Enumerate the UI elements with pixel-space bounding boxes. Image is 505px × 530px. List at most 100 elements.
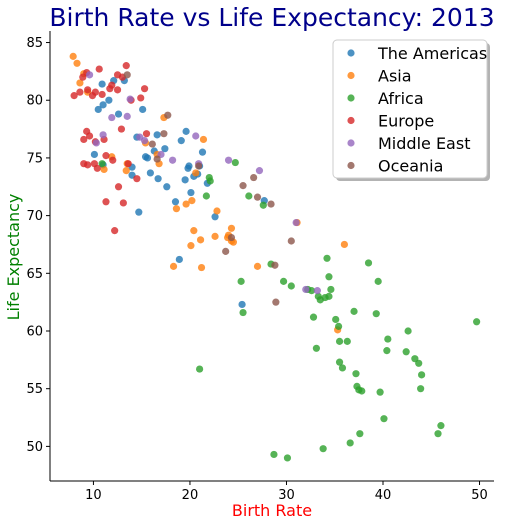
series-europe [70, 62, 151, 235]
data-point [100, 165, 108, 174]
y-tick-label: 80 [26, 94, 43, 109]
data-point [95, 65, 103, 73]
data-point [123, 71, 131, 79]
data-point [302, 285, 310, 294]
data-point [108, 113, 116, 122]
data-point [114, 110, 123, 118]
x-tick-label: 30 [278, 488, 295, 503]
data-point [182, 200, 190, 208]
data-point [88, 92, 97, 100]
data-point [224, 156, 233, 164]
legend-marker-the-americas [347, 49, 355, 57]
data-point [188, 197, 196, 205]
data-point [190, 227, 198, 235]
data-point [126, 95, 134, 103]
legend-marker-asia [347, 71, 355, 80]
data-point [154, 175, 162, 183]
legend-marker-oceania [347, 161, 355, 170]
data-point [335, 322, 343, 330]
y-tick-label: 65 [26, 267, 43, 282]
data-point [148, 140, 156, 148]
data-point [164, 111, 172, 119]
data-point [135, 208, 143, 216]
axes-layer [49, 31, 494, 482]
data-point [139, 105, 147, 114]
data-point [196, 236, 205, 244]
x-tick-label: 10 [85, 488, 102, 503]
legend-label-africa: Africa [378, 89, 424, 108]
data-point [177, 137, 185, 145]
data-point [473, 318, 481, 326]
data-point [196, 365, 204, 373]
data-point [94, 105, 102, 114]
data-point [415, 359, 423, 367]
data-point [84, 86, 92, 94]
data-point [197, 263, 206, 272]
data-point [169, 262, 178, 270]
data-point [238, 300, 246, 309]
data-point [327, 285, 335, 294]
legend-label-middle-east: Middle East [378, 134, 470, 153]
data-point [309, 313, 318, 321]
legend-box [332, 39, 488, 179]
data-point [374, 277, 382, 285]
data-point [307, 287, 316, 295]
data-point [213, 207, 221, 215]
data-point [123, 112, 131, 120]
data-point [160, 130, 168, 138]
data-point [113, 86, 122, 94]
data-point [98, 80, 106, 88]
data-point [343, 337, 351, 345]
data-point [119, 199, 127, 207]
data-point [332, 315, 340, 324]
data-point [239, 182, 247, 190]
data-point [70, 92, 78, 100]
data-point [231, 158, 239, 167]
x-tick-label: 40 [375, 488, 392, 503]
data-point [92, 139, 100, 147]
legend-label-europe: Europe [378, 112, 434, 131]
data-point [227, 224, 236, 232]
data-point [175, 255, 183, 264]
data-point [253, 193, 262, 201]
data-point [84, 161, 92, 169]
data-point [122, 167, 130, 175]
points-layer [69, 52, 481, 462]
data-point [105, 96, 113, 104]
legend-marker-africa [347, 94, 355, 102]
data-point [102, 198, 110, 206]
data-point [114, 183, 123, 191]
data-point [211, 213, 219, 221]
x-tick-label: 50 [471, 488, 488, 503]
x-tick-label: 20 [182, 488, 199, 503]
data-point [358, 387, 366, 395]
data-point [352, 370, 360, 378]
data-point [133, 175, 141, 183]
data-point [171, 198, 180, 206]
data-point [227, 233, 236, 242]
data-point [85, 132, 94, 140]
series-middle-east [85, 71, 321, 295]
data-point [287, 237, 295, 245]
legend: The Americas Asia Africa Europe Middle East O… [332, 39, 490, 181]
data-point [237, 277, 245, 285]
data-point [402, 348, 410, 356]
data-point [338, 364, 347, 372]
legend-marker-europe [347, 116, 355, 125]
data-point [222, 247, 230, 255]
data-point [99, 131, 107, 139]
data-point [364, 259, 373, 267]
data-point [437, 422, 445, 430]
data-point [90, 160, 98, 168]
data-point [187, 242, 195, 250]
data-point [272, 298, 280, 306]
data-point [199, 135, 208, 144]
data-point [111, 227, 119, 235]
data-point [335, 337, 344, 345]
data-point [202, 192, 210, 200]
data-point [319, 445, 327, 453]
data-point [287, 282, 295, 290]
y-tick-label: 60 [26, 325, 43, 340]
data-point [124, 160, 132, 168]
